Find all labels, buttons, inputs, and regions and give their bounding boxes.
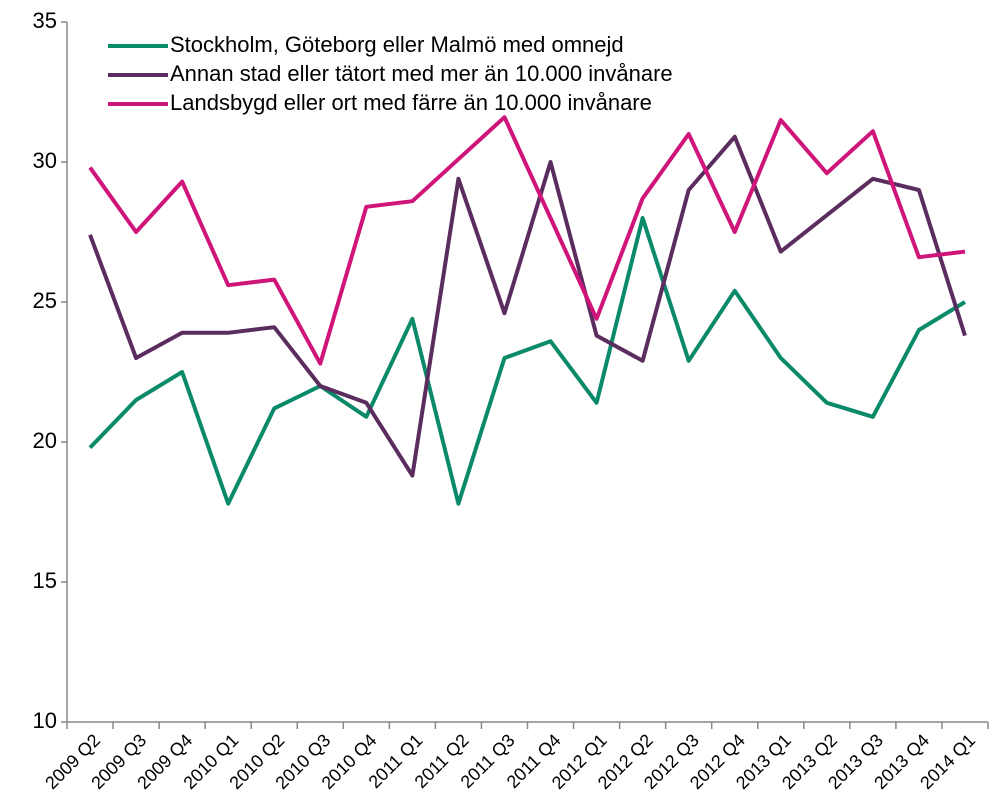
series-line xyxy=(88,115,966,366)
y-tick-label: 15 xyxy=(33,568,57,593)
y-tick-label: 35 xyxy=(33,8,57,33)
y-tick-label: 25 xyxy=(33,288,57,313)
legend-label: Annan stad eller tätort med mer än 10.00… xyxy=(170,61,673,86)
y-tick-label: 20 xyxy=(33,428,57,453)
legend-label: Landsbygd eller ort med färre än 10.000 … xyxy=(170,90,652,115)
y-tick-label: 10 xyxy=(33,708,57,733)
series-line xyxy=(88,216,967,506)
legend-label: Stockholm, Göteborg eller Malmö med omne… xyxy=(170,32,624,57)
series-line xyxy=(88,134,967,478)
y-tick-label: 30 xyxy=(33,148,57,173)
